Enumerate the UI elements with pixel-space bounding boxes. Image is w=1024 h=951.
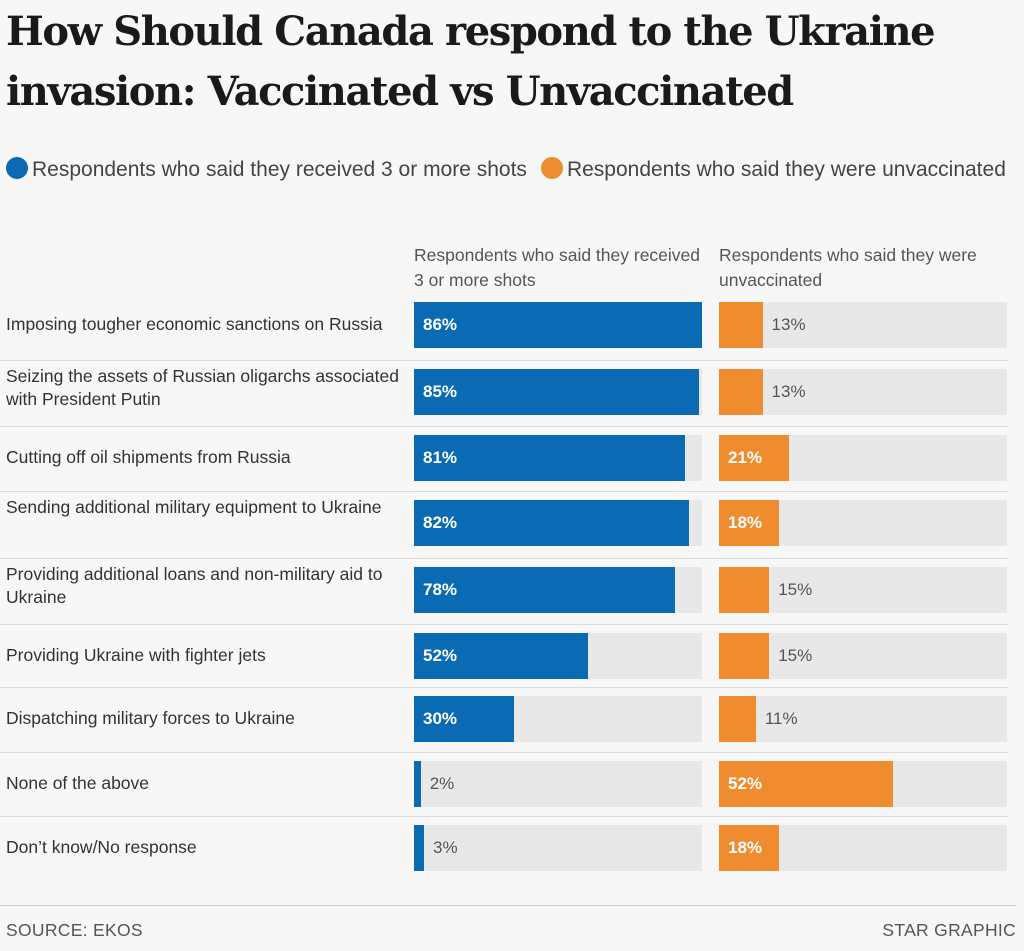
row-separator — [0, 816, 1008, 817]
data-label-vaccinated: 82% — [423, 513, 458, 532]
row-separator — [0, 426, 1008, 427]
bar-unvaccinated — [719, 302, 763, 348]
legend: Respondents who said they received 3 or … — [6, 152, 1006, 188]
bar-vaccinated — [414, 435, 686, 481]
data-label-vaccinated: 86% — [423, 315, 458, 334]
data-label-vaccinated: 81% — [423, 448, 458, 467]
bar-vaccinated — [414, 302, 702, 348]
column-header-vaccinated: Respondents who said they received 3 or … — [414, 245, 701, 290]
legend-vaccinated-label: Respondents who said they received 3 or … — [32, 158, 527, 181]
row-label: Providing additional loans and non-milit… — [6, 564, 383, 607]
row-separator — [0, 558, 1008, 559]
row-separator — [0, 687, 1008, 688]
data-label-unvaccinated: 18% — [728, 513, 763, 532]
bar-vaccinated — [414, 369, 699, 415]
bar-unvaccinated — [719, 761, 894, 807]
bar-track-unvaccinated — [719, 696, 1007, 742]
bar-track-vaccinated — [414, 825, 702, 871]
bar-unvaccinated — [719, 633, 770, 679]
bar-vaccinated — [414, 567, 676, 613]
data-label-unvaccinated: 52% — [728, 774, 763, 793]
bar-vaccinated — [414, 761, 421, 807]
data-label-unvaccinated: 18% — [728, 838, 763, 857]
data-label-vaccinated: 2% — [429, 774, 455, 793]
row-label: Dispatching military forces to Ukraine — [6, 708, 295, 728]
graphic-credit: STAR GRAPHIC — [882, 920, 1016, 940]
data-label-unvaccinated: 11% — [764, 709, 798, 728]
bar-track-vaccinated — [414, 761, 702, 807]
data-label-vaccinated: 30% — [423, 709, 458, 728]
chart-title: How Should Canada respond to the Ukraine… — [6, 8, 936, 115]
bar-unvaccinated — [719, 369, 763, 415]
bar-vaccinated — [414, 500, 689, 546]
row-separator — [0, 491, 1008, 492]
bar-unvaccinated — [719, 500, 780, 546]
bar-unvaccinated — [719, 567, 770, 613]
bar-vaccinated — [414, 633, 589, 679]
column-header-unvaccinated: Respondents who said they were unvaccina… — [719, 245, 977, 290]
bar-unvaccinated — [719, 696, 756, 742]
bar-unvaccinated — [719, 435, 790, 481]
legend-unvaccinated-label: Respondents who said they were unvaccina… — [566, 158, 1006, 181]
row-label: Sending additional military equipment to… — [6, 497, 382, 517]
row-label: Cutting off oil shipments from Russia — [6, 447, 291, 467]
data-label-vaccinated: 52% — [423, 646, 458, 665]
data-label-unvaccinated: 21% — [728, 448, 763, 467]
source-note: SOURCE: EKOS — [6, 920, 143, 940]
bar-track-unvaccinated — [719, 302, 1007, 348]
row-separator — [0, 360, 1008, 361]
row-label: Imposing tougher economic sanctions on R… — [6, 314, 383, 334]
data-label-unvaccinated: 15% — [778, 580, 813, 599]
data-label-unvaccinated: 13% — [771, 382, 806, 401]
legend-vaccinated-swatch — [6, 157, 28, 179]
row-label: None of the above — [6, 773, 150, 793]
data-label-vaccinated: 85% — [423, 382, 458, 401]
bar-vaccinated — [414, 696, 515, 742]
data-label-vaccinated: 78% — [423, 580, 458, 599]
bar-vaccinated — [414, 825, 425, 871]
bar-track-unvaccinated — [719, 369, 1007, 415]
data-label-unvaccinated: 15% — [778, 646, 813, 665]
bar-unvaccinated — [719, 825, 780, 871]
data-label-vaccinated: 3% — [433, 838, 458, 857]
row-label: Providing Ukraine with fighter jets — [6, 645, 266, 665]
row-separator — [0, 752, 1008, 753]
data-label-unvaccinated: 13% — [771, 315, 806, 334]
row-label: Don’t know/No response — [6, 837, 197, 857]
row-label: Seizing the assets of Russian oligarchs … — [6, 366, 399, 409]
footer-divider — [0, 905, 1016, 906]
row-separator — [0, 624, 1008, 625]
legend-unvaccinated-swatch — [540, 157, 563, 179]
